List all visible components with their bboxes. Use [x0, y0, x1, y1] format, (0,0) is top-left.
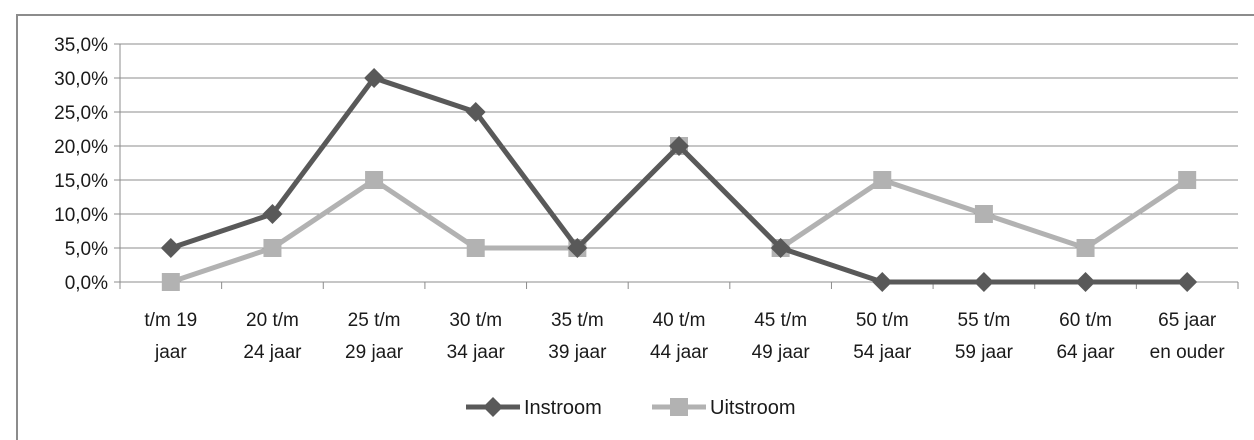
x-tick-label-line: 39 jaar	[548, 342, 607, 363]
x-tick-label: 65 jaar en ouder	[1150, 310, 1226, 363]
data-point-uitstroom	[1076, 239, 1095, 257]
data-point-instroom	[669, 136, 689, 156]
x-tick-label: 50 t/m 54 jaar	[853, 310, 912, 363]
legend-item-instroom: Instroom	[466, 397, 602, 419]
data-point-instroom	[364, 68, 385, 88]
x-tick-label-line: 55 t/m	[958, 310, 1011, 331]
legend-label: Uitstroom	[710, 397, 796, 419]
y-tick-label: 15,0%	[54, 171, 108, 192]
data-point-uitstroom	[974, 205, 993, 223]
x-tick-label-line: 24 jaar	[243, 342, 302, 363]
chart-frame	[16, 14, 1254, 440]
x-tick-label-line: 50 t/m	[856, 310, 909, 331]
data-point-instroom	[465, 102, 486, 122]
x-tick-label-line: 20 t/m	[246, 310, 299, 331]
y-tick-label: 5,0%	[65, 239, 108, 260]
x-tick-label: 25 t/m 29 jaar	[345, 310, 404, 363]
data-point-instroom	[1177, 272, 1198, 292]
x-tick-label: 20 t/m 24 jaar	[243, 310, 302, 363]
x-tick-label-line: t/m 19	[144, 310, 197, 331]
x-tick-label: 45 t/m 49 jaar	[752, 310, 811, 363]
x-tick-label-line: 40 t/m	[653, 310, 706, 331]
y-tick-label: 25,0%	[54, 103, 108, 124]
data-point-instroom	[160, 238, 181, 258]
gridlines	[114, 43, 1238, 283]
series-instroom	[160, 68, 1198, 292]
y-tick-label: 0,0%	[65, 273, 108, 294]
data-point-uitstroom	[466, 239, 485, 257]
x-tick-label: 35 t/m 39 jaar	[548, 310, 607, 363]
x-tick-label-line: 60 t/m	[1059, 310, 1112, 331]
x-tick-label-line: 54 jaar	[853, 342, 912, 363]
x-tick-label-line: 35 t/m	[551, 310, 604, 331]
x-tick-label-line: 45 t/m	[754, 310, 807, 331]
legend-item-uitstroom: Uitstroom	[652, 397, 796, 419]
y-tick-label: 10,0%	[54, 205, 108, 226]
legend: Instroom Uitstroom	[466, 397, 796, 419]
x-tick-label: 30 t/m 34 jaar	[447, 310, 506, 363]
y-tick-label: 20,0%	[54, 137, 108, 158]
x-tick-label-line: 34 jaar	[447, 342, 506, 363]
x-tick-label: 40 t/m 44 jaar	[650, 310, 709, 363]
data-point-instroom	[872, 272, 893, 292]
data-point-instroom	[770, 238, 791, 258]
data-point-instroom	[567, 238, 588, 258]
x-tick-label-line: 25 t/m	[348, 310, 401, 331]
y-axis-ticks: 0,0% 5,0% 10,0% 15,0% 20,0% 25,0% 30,0% 35,0%	[54, 35, 108, 294]
data-point-instroom	[1075, 272, 1096, 292]
legend-label: Instroom	[524, 397, 602, 419]
x-tick-label-line: 64 jaar	[1056, 342, 1115, 363]
x-tick-label-line: 65 jaar	[1158, 310, 1217, 331]
data-point-uitstroom	[365, 171, 384, 189]
y-tick-label: 35,0%	[54, 35, 108, 56]
x-tick-label: t/m 19 jaar	[144, 310, 197, 363]
x-tick-label: 55 t/m 59 jaar	[955, 310, 1014, 363]
x-tick-label-line: 30 t/m	[449, 310, 502, 331]
x-tick-label-line: 44 jaar	[650, 342, 709, 363]
x-tick-label-line: 29 jaar	[345, 342, 404, 363]
x-tick-label-line: jaar	[154, 342, 187, 363]
x-axis-ticks: t/m 19 jaar 20 t/m 24 jaar 25 t/m 29 jaar 30 t…	[144, 310, 1225, 363]
data-point-instroom	[262, 204, 283, 224]
x-tick-label: 60 t/m 64 jaar	[1056, 310, 1115, 363]
data-point-uitstroom	[161, 273, 180, 291]
data-point-uitstroom	[1178, 171, 1197, 189]
data-point-uitstroom	[873, 171, 892, 189]
x-tick-label-line: 59 jaar	[955, 342, 1014, 363]
data-point-uitstroom	[263, 239, 282, 257]
legend-marker	[670, 398, 688, 416]
series-group	[160, 68, 1198, 292]
x-tick-label-line: 49 jaar	[752, 342, 811, 363]
legend-marker	[483, 397, 503, 417]
x-tick-label-line: en ouder	[1150, 342, 1226, 363]
y-tick-label: 30,0%	[54, 69, 108, 90]
data-point-instroom	[973, 272, 994, 292]
